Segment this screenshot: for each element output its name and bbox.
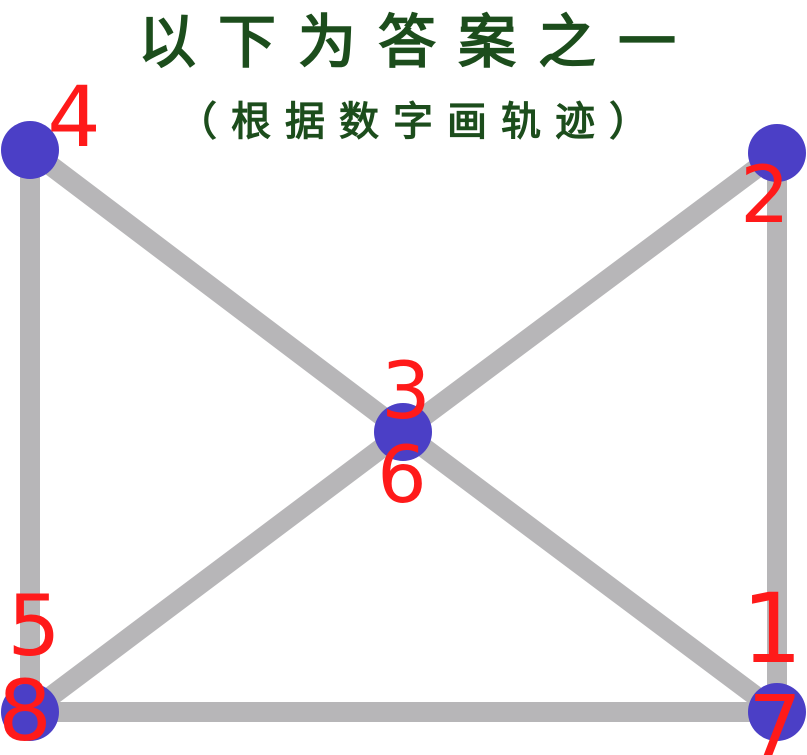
node-center (374, 403, 432, 461)
node-top-left (1, 121, 59, 179)
step-number-2: 2 (740, 151, 790, 241)
step-number-7: 7 (748, 677, 801, 755)
edge-center-bottom-right (393, 422, 787, 722)
diagram-subtitle: （根据数字画轨迹） (177, 99, 663, 145)
edge-top-left-center (20, 140, 413, 442)
step-number-3: 3 (381, 347, 431, 437)
edge-top-right-center (393, 143, 787, 442)
node-bottom-left (1, 683, 59, 741)
diagram-title: 以下为答案之一 (137, 8, 698, 76)
node-bottom-right (748, 683, 806, 741)
step-number-4: 4 (47, 68, 100, 166)
step-number-5: 5 (7, 577, 60, 675)
edge-center-bottom-left (20, 422, 413, 722)
nodes-group (1, 121, 806, 741)
step-number-6: 6 (377, 431, 427, 521)
labels-group: 1 2 3 4 5 6 7 8 (0, 68, 803, 755)
node-top-right (748, 124, 806, 182)
edges-group (20, 140, 787, 722)
step-number-8: 8 (0, 662, 52, 755)
step-number-1: 1 (741, 573, 802, 685)
